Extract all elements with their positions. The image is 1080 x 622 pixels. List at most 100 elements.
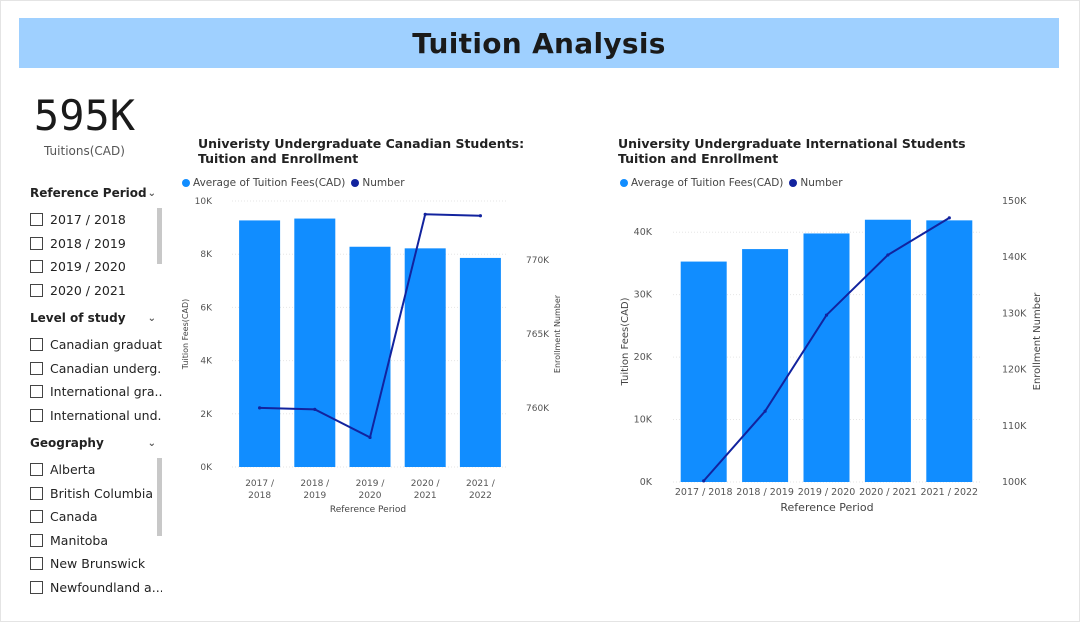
y2-tick-label: 120K xyxy=(1002,365,1027,376)
slicer-option[interactable]: Alberta xyxy=(30,458,162,482)
y-tick-label: 8K xyxy=(200,250,213,260)
slicer-title: Level of study xyxy=(30,311,126,325)
slicer-option[interactable]: 2019 / 2020 xyxy=(30,255,162,279)
slicer-option[interactable]: International und... xyxy=(30,404,162,428)
y-tick-label: 20K xyxy=(634,352,653,363)
slicer-option[interactable]: 2018 / 2019 xyxy=(30,232,162,256)
x-axis-title: Reference Period xyxy=(330,505,406,515)
checkbox[interactable] xyxy=(30,486,43,500)
option-label: New Brunswick xyxy=(50,556,146,572)
y-tick-label: 30K xyxy=(634,290,653,301)
slicer-title: Reference Period xyxy=(30,186,147,200)
chart-2-legend[interactable]: Average of Tuition Fees(CAD) Number xyxy=(620,177,843,189)
slicer-option[interactable]: Canadian graduate xyxy=(30,333,162,357)
chevron-down-icon[interactable]: ⌄ xyxy=(147,437,156,449)
scrollbar[interactable] xyxy=(157,458,162,536)
legend-item[interactable]: Number xyxy=(351,177,405,189)
geography-slicer[interactable]: Geography ⌄ Alberta British Columbia Can… xyxy=(30,434,162,598)
line-point xyxy=(824,313,829,317)
report-header: Tuition Analysis xyxy=(19,18,1059,68)
x-tick-label: 2017 / xyxy=(245,479,275,489)
kpi-card[interactable]: 595K Tuitions(CAD) xyxy=(22,90,147,158)
slicer-header[interactable]: Geography ⌄ xyxy=(30,434,162,452)
legend-item[interactable]: Number xyxy=(789,177,843,189)
option-label: International und... xyxy=(50,407,162,423)
y-tick-label: 10K xyxy=(195,197,213,207)
checkbox[interactable] xyxy=(30,283,43,297)
slicer-header[interactable]: Reference Period ⌄ xyxy=(30,184,162,202)
slicer-option[interactable]: 2020 / 2021 xyxy=(30,279,162,303)
option-label: International gra... xyxy=(50,384,162,400)
slicer-option[interactable]: Canada xyxy=(30,505,162,529)
legend-dot-icon xyxy=(789,179,798,187)
slicer-option[interactable]: Newfoundland a... xyxy=(30,576,162,599)
checkbox[interactable] xyxy=(30,580,43,594)
bar xyxy=(459,257,501,467)
option-label: British Columbia xyxy=(50,485,153,501)
checkbox[interactable] xyxy=(30,463,43,477)
option-label: Newfoundland a... xyxy=(50,579,162,595)
checkbox[interactable] xyxy=(30,408,43,422)
checkbox[interactable] xyxy=(30,338,43,352)
y2-tick-label: 140K xyxy=(1002,252,1027,263)
slicer-header[interactable]: Level of study ⌄ xyxy=(30,309,162,327)
option-label: Canadian underg... xyxy=(50,360,162,376)
y2-tick-label: 100K xyxy=(1002,477,1027,488)
bar xyxy=(680,261,727,482)
bar xyxy=(803,233,850,482)
option-label: 2017 / 2018 xyxy=(50,212,126,228)
checkbox[interactable] xyxy=(30,385,43,399)
slicer-option[interactable]: New Brunswick xyxy=(30,552,162,576)
checkbox[interactable] xyxy=(30,510,43,524)
slicer-option[interactable]: Manitoba xyxy=(30,529,162,553)
slicer-option[interactable]: British Columbia xyxy=(30,482,162,506)
chevron-down-icon[interactable]: ⌄ xyxy=(147,312,156,324)
checkbox[interactable] xyxy=(30,213,43,227)
chevron-down-icon[interactable]: ⌄ xyxy=(147,187,156,199)
line-point xyxy=(886,253,890,257)
y2-tick-label: 150K xyxy=(1002,196,1027,207)
bar xyxy=(294,218,336,467)
line-point xyxy=(423,212,427,216)
scrollbar[interactable] xyxy=(157,208,162,264)
chart-1-legend[interactable]: Average of Tuition Fees(CAD) Number xyxy=(182,177,405,189)
checkbox[interactable] xyxy=(30,236,43,250)
slicer-list: Canadian graduate Canadian underg... Int… xyxy=(30,333,162,427)
level-of-study-slicer[interactable]: Level of study ⌄ Canadian graduate Canad… xyxy=(30,309,162,427)
y2-tick-label: 765K xyxy=(526,330,550,340)
checkbox[interactable] xyxy=(30,361,43,375)
checkbox[interactable] xyxy=(30,557,43,571)
y-tick-label: 0K xyxy=(200,463,213,473)
y-tick-label: 0K xyxy=(640,477,653,488)
x-tick-label: 2021 / 2022 xyxy=(921,487,979,498)
option-label: 2018 / 2019 xyxy=(50,235,126,251)
slicer-option[interactable]: International gra... xyxy=(30,380,162,404)
option-label: Alberta xyxy=(50,462,96,478)
bar xyxy=(864,219,911,482)
x-tick-label: 2020 / xyxy=(411,479,441,489)
reference-period-slicer[interactable]: Reference Period ⌄ 2017 / 2018 2018 / 20… xyxy=(30,184,162,302)
checkbox[interactable] xyxy=(30,533,43,547)
line-point xyxy=(258,406,262,410)
y-tick-label: 2K xyxy=(200,410,213,420)
slicer-option[interactable]: 2017 / 2018 xyxy=(30,208,162,232)
x-tick-label: 2018 / xyxy=(300,479,330,489)
x-tick-label: 2019 xyxy=(303,491,326,501)
y-tick-label: 10K xyxy=(634,415,653,426)
slicer-option[interactable]: Canadian underg... xyxy=(30,357,162,381)
checkbox[interactable] xyxy=(30,260,43,274)
y2-tick-label: 770K xyxy=(526,256,550,266)
legend-item[interactable]: Average of Tuition Fees(CAD) xyxy=(620,177,783,189)
x-tick-label: 2019 / xyxy=(356,479,386,489)
legend-item[interactable]: Average of Tuition Fees(CAD) xyxy=(182,177,345,189)
slicer-list: Alberta British Columbia Canada Manitoba… xyxy=(30,458,162,598)
line-point xyxy=(947,216,951,220)
legend-label: Average of Tuition Fees(CAD) xyxy=(193,177,346,189)
option-label: 2020 / 2021 xyxy=(50,282,126,298)
x-tick-label: 2018 / 2019 xyxy=(736,487,794,498)
x-tick-label: 2018 xyxy=(248,491,271,501)
y-axis-title: Tuition Fees(CAD) xyxy=(620,297,631,386)
y-tick-label: 40K xyxy=(634,227,653,238)
